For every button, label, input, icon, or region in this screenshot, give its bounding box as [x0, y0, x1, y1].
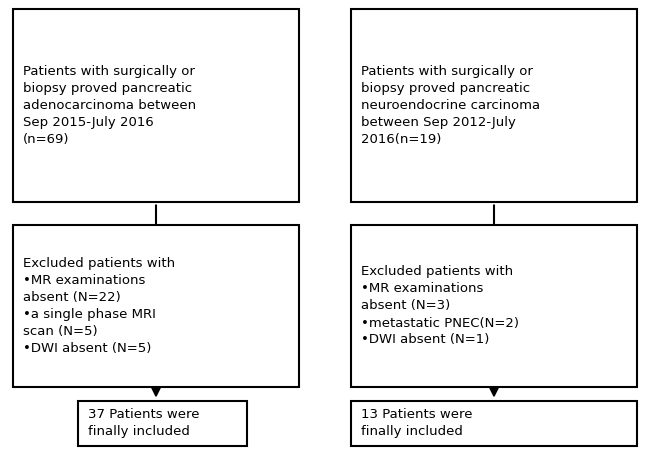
Text: Patients with surgically or
biopsy proved pancreatic
neuroendocrine carcinoma
be: Patients with surgically or biopsy prove… — [361, 65, 540, 146]
Text: Excluded patients with
•MR examinations
absent (N=22)
•a single phase MRI
scan (: Excluded patients with •MR examinations … — [23, 257, 175, 355]
Text: Excluded patients with
•MR examinations
absent (N=3)
•metastatic PNEC(N=2)
•DWI : Excluded patients with •MR examinations … — [361, 266, 519, 346]
FancyBboxPatch shape — [351, 400, 637, 446]
FancyBboxPatch shape — [13, 225, 299, 387]
FancyBboxPatch shape — [78, 400, 247, 446]
FancyBboxPatch shape — [351, 9, 637, 202]
Text: Patients with surgically or
biopsy proved pancreatic
adenocarcinoma between
Sep : Patients with surgically or biopsy prove… — [23, 65, 196, 146]
Text: 37 Patients were
finally included: 37 Patients were finally included — [88, 408, 200, 438]
FancyBboxPatch shape — [351, 225, 637, 387]
Text: 13 Patients were
finally included: 13 Patients were finally included — [361, 408, 473, 438]
FancyBboxPatch shape — [13, 9, 299, 202]
